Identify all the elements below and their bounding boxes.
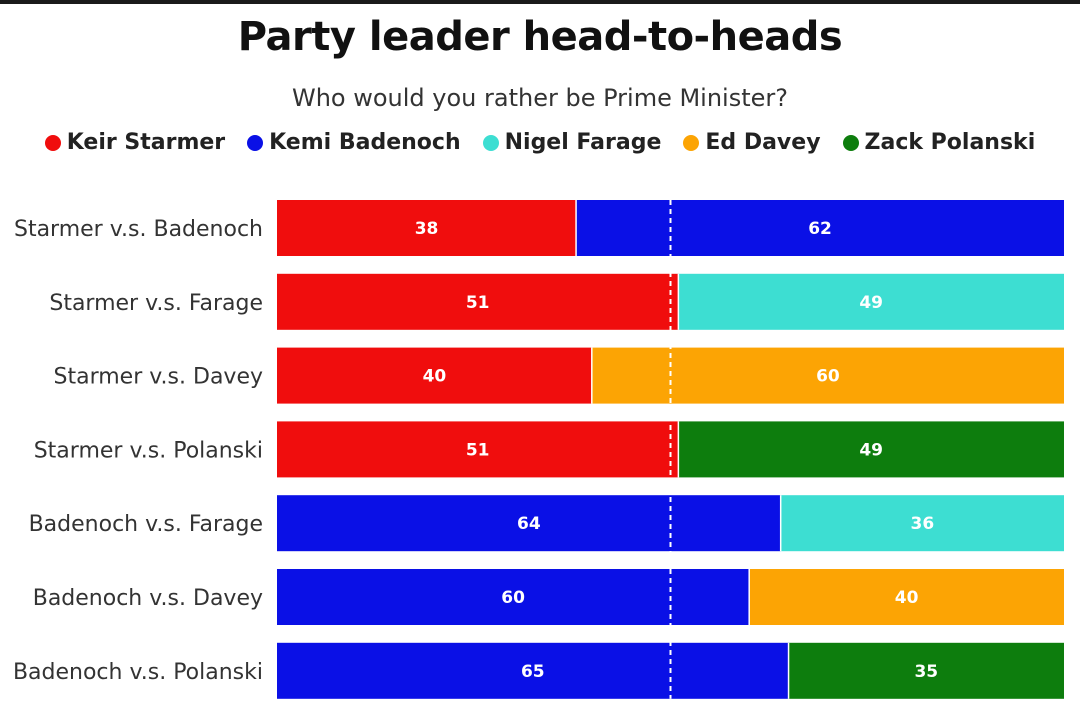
bar-segment-right [749,569,1064,625]
data-label-left: 65 [521,662,545,682]
row-label: Badenoch v.s. Davey [33,586,263,611]
row-label: Starmer v.s. Polanski [34,438,263,463]
bar-row: Badenoch v.s. Farage 64 36 [29,495,1064,552]
legend-swatch [842,134,859,151]
legend-label: Ed Davey [705,130,821,155]
bar-row: Starmer v.s. Farage 51 49 [49,273,1064,330]
data-label-left: 38 [415,219,439,239]
data-label-left: 51 [466,293,490,313]
data-label-left: 51 [466,440,490,460]
row-label: Starmer v.s. Badenoch [14,217,263,242]
bar-row: Starmer v.s. Davey 40 60 [54,347,1064,404]
bar-segment-right [788,642,1064,699]
bar-row: Starmer v.s. Badenoch 38 62 [14,200,1064,256]
legend-item: Nigel Farage [482,130,662,155]
legend: Keir Starmer Kemi Badenoch Nigel Farage Ed … [0,130,1080,155]
legend-item: Kemi Badenoch [247,130,461,155]
data-label-right: 60 [816,367,840,387]
data-label-right: 35 [914,662,938,682]
data-label-right: 49 [859,440,883,460]
bar-segment-left [277,200,577,256]
row-label: Starmer v.s. Davey [54,365,263,390]
chart-title: Party leader head-to-heads [237,14,843,60]
legend-swatch [44,134,61,151]
legend-swatch [482,134,499,151]
legend-item: Zack Polanski [842,130,1036,155]
row-label: Starmer v.s. Farage [49,291,263,316]
bar-segment-left [277,347,592,404]
data-label-right: 40 [895,588,919,608]
legend-swatch [683,134,700,151]
legend-swatch [247,134,264,151]
data-label-right: 62 [808,219,832,239]
bar-row: Starmer v.s. Polanski 51 49 [34,421,1064,478]
chart-subtitle: Who would you rather be Prime Minister? [291,84,789,112]
bar-segment-left [277,421,679,478]
row-label: Badenoch v.s. Farage [29,512,263,537]
legend-item: Ed Davey [683,130,821,155]
bar-segment-right [678,273,1064,330]
legend-label: Keir Starmer [66,130,226,155]
data-label-left: 64 [517,514,541,534]
bar-row: Badenoch v.s. Davey 60 40 [33,569,1064,625]
bar-segment-left [277,642,789,699]
bar-segment-right [576,200,1064,256]
legend-label: Nigel Farage [504,130,662,155]
legend-item: Keir Starmer [44,130,226,155]
bar-row: Badenoch v.s. Polanski 65 35 [13,642,1064,699]
bar-segment-left [277,273,679,330]
row-label: Badenoch v.s. Polanski [13,660,263,685]
legend-label: Kemi Badenoch [269,130,461,155]
bar-segment-left [277,495,781,552]
top-rule [0,0,1080,4]
legend-label: Zack Polanski [864,130,1036,155]
data-label-left: 60 [501,588,525,608]
bar-segment-right [780,495,1064,552]
bar-segment-right [678,421,1064,478]
data-label-right: 49 [859,293,883,313]
data-label-left: 40 [423,367,447,387]
data-label-right: 36 [911,514,935,534]
